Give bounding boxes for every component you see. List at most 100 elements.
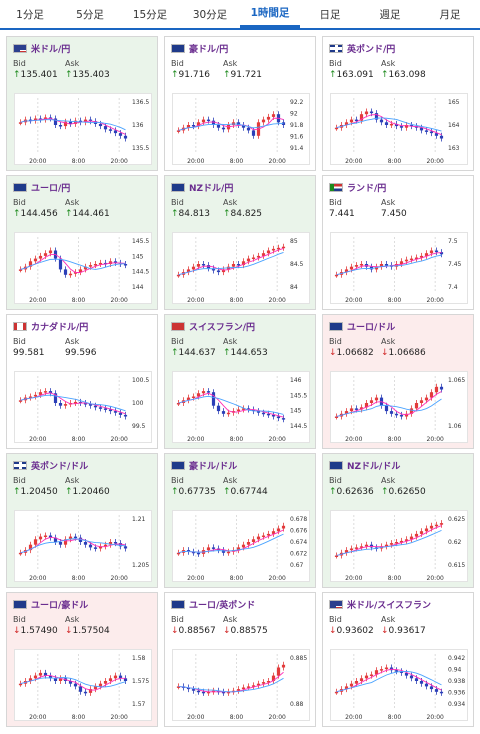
currency-card[interactable]: ユーロ/ドル Bid Ask ↓1.06682 ↓1.06686 20:00 8:… [322, 314, 474, 449]
currency-card[interactable]: ランド/円 Bid Ask 7.441 7.450 20:00 8:00 20:00… [322, 175, 474, 310]
tab-4[interactable]: 1時間足 [240, 0, 300, 28]
price-chart[interactable]: 20:00 8:00 20:00 0.678 0.676 0.674 0.672 0.67 [172, 510, 310, 582]
currency-card[interactable]: 豪ドル/ドル Bid Ask ↑0.67735 ↑0.67744 20:00 8:… [164, 453, 316, 588]
tab-0[interactable]: 1分足 [16, 9, 44, 21]
candle-body [379, 669, 384, 671]
candle-body [68, 681, 73, 684]
currency-card[interactable]: 英ポンド/円 Bid Ask ↑163.091 ↑163.098 20:00 8:… [322, 36, 474, 171]
x-tick-label: 20:00 [427, 575, 444, 582]
currency-card[interactable]: カナダドル/円 Bid Ask 99.581 99.596 20:00 8:00 2… [6, 314, 158, 449]
pair-name[interactable]: 豪ドル/ドル [189, 461, 238, 472]
card-header: ユーロ/円 [13, 180, 151, 194]
candle-body [191, 551, 196, 554]
pair-name[interactable]: 米ドル/スイスフラン [347, 600, 432, 611]
bid-label: Bid [329, 198, 342, 207]
y-tick-label: 0.672 [290, 551, 307, 558]
currency-card[interactable]: スイスフラン/円 Bid Ask ↑144.637 ↑144.653 20:00… [164, 314, 316, 449]
bid-number: 1.20450 [20, 487, 58, 497]
candle-body [201, 391, 206, 394]
tab-6[interactable]: 週足 [379, 9, 401, 21]
price-values: ↑91.716 ↑91.721 [171, 70, 309, 83]
price-chart[interactable]: 20:00 8:00 20:00 146 145.5 145 144.5 [172, 371, 310, 443]
ask-number: 0.67744 [230, 487, 268, 497]
ca-flag-icon [13, 321, 27, 331]
pair-name[interactable]: ユーロ/円 [31, 183, 71, 194]
pair-name[interactable]: ユーロ/英ポンド [189, 600, 256, 611]
currency-card[interactable]: NZドル/ドル Bid Ask ↑0.62636 ↑0.62650 20:00 8… [322, 453, 474, 588]
tab-7[interactable]: 月足 [439, 9, 461, 21]
candle-body [439, 135, 444, 139]
trend-arrow-icon: ↑ [381, 487, 389, 497]
pair-name[interactable]: 英ポンド/円 [347, 44, 396, 55]
pair-name[interactable]: NZドル/ドル [347, 461, 401, 472]
bid-number: 0.62636 [336, 487, 374, 497]
pair-name[interactable]: ユーロ/豪ドル [31, 600, 89, 611]
candle-body [33, 539, 38, 545]
candle-body [83, 403, 88, 405]
candle-body [98, 123, 103, 127]
candle-body [334, 555, 339, 557]
currency-card[interactable]: 英ポンド/ドル Bid Ask ↑1.20450 ↑1.20460 20:00 8… [6, 453, 158, 588]
y-tick-label: 0.88 [290, 701, 304, 708]
tab-1[interactable]: 5分足 [76, 9, 104, 21]
price-chart[interactable]: 20:00 8:00 20:00 1.065 1.06 [330, 371, 468, 443]
candle-body [28, 544, 33, 551]
price-chart[interactable]: 20:00 8:00 20:00 0.625 0.62 0.615 [330, 510, 468, 582]
price-chart[interactable]: 20:00 8:00 20:00 0.885 0.88 [172, 649, 310, 721]
price-chart[interactable]: 20:00 8:00 20:00 7.5 7.45 7.4 [330, 232, 468, 304]
pair-name[interactable]: ランド/円 [347, 183, 387, 194]
candle-body [68, 273, 73, 276]
x-tick-label: 20:00 [111, 436, 128, 443]
price-chart[interactable]: 20:00 8:00 20:00 145.5 145 144.5 144 [14, 232, 152, 304]
pair-name[interactable]: 米ドル/円 [31, 44, 71, 55]
candle-body [191, 689, 196, 691]
currency-card[interactable]: 米ドル/円 Bid Ask ↑135.401 ↑135.403 20:00 8:0… [6, 36, 158, 171]
price-chart[interactable]: 20:00 8:00 20:00 100.5 100 99.5 [14, 371, 152, 443]
uk-flag-icon [329, 43, 343, 53]
price-chart[interactable]: 20:00 8:00 20:00 1.58 1.575 1.57 [14, 649, 152, 721]
tab-2[interactable]: 15分足 [132, 9, 168, 21]
au-flag-icon [171, 460, 185, 470]
currency-card[interactable]: ユーロ/豪ドル Bid Ask ↓1.57490 ↓1.57504 20:00 8… [6, 592, 158, 727]
price-chart[interactable]: 20:00 8:00 20:00 1.21 1.205 [14, 510, 152, 582]
price-labels: Bid Ask [171, 337, 309, 347]
price-values: ↓1.57490 ↓1.57504 [13, 626, 151, 639]
candle-body [439, 252, 444, 255]
currency-card[interactable]: ユーロ/円 Bid Ask ↑144.456 ↑144.461 20:00 8:0… [6, 175, 158, 310]
bid-number: 135.401 [20, 70, 58, 80]
candle-body [176, 274, 181, 277]
y-tick-label: 0.934 [448, 701, 465, 708]
candle-body [424, 397, 429, 401]
y-tick-label: 164 [448, 122, 460, 129]
price-chart[interactable]: 20:00 8:00 20:00 136.5 136 135.5 [14, 93, 152, 165]
price-chart[interactable]: 20:00 8:00 20:00 0.942 0.94 0.938 0.936 0.934 [330, 649, 468, 721]
y-tick-label: 91.8 [290, 122, 304, 129]
candle-body [281, 664, 286, 668]
tab-3[interactable]: 30分足 [192, 9, 228, 21]
x-tick-label: 20:00 [345, 575, 362, 582]
pair-name[interactable]: ユーロ/ドル [347, 322, 396, 333]
candle-body [201, 119, 206, 123]
moving-average-line [336, 668, 442, 693]
candle-body [334, 416, 339, 418]
currency-card[interactable]: NZドル/円 Bid Ask ↑84.813 ↑84.825 20:00 8:00… [164, 175, 316, 310]
y-tick-label: 1.575 [132, 678, 149, 685]
currency-card[interactable]: ユーロ/英ポンド Bid Ask ↓0.88567 ↓0.88575 20:00… [164, 592, 316, 727]
y-tick-label: 1.57 [132, 701, 146, 708]
pair-name[interactable]: 豪ドル/円 [189, 44, 229, 55]
tab-5[interactable]: 日足 [319, 9, 341, 21]
price-chart[interactable]: 20:00 8:00 20:00 85 84.5 84 [172, 232, 310, 304]
pair-name[interactable]: カナダドル/円 [31, 322, 89, 333]
price-chart[interactable]: 20:00 8:00 20:00 165 164 163 [330, 93, 468, 165]
candle-body [384, 122, 389, 125]
candle-body [434, 386, 439, 393]
candle-body [266, 681, 271, 683]
pair-name[interactable]: NZドル/円 [189, 183, 234, 194]
price-chart[interactable]: 20:00 8:00 20:00 92.2 92 91.8 91.6 91.4 [172, 93, 310, 165]
ask-number: 0.88575 [230, 626, 268, 636]
pair-name[interactable]: スイスフラン/円 [189, 322, 256, 333]
y-tick-label: 7.45 [448, 261, 462, 268]
currency-card[interactable]: 米ドル/スイスフラン Bid Ask ↓0.93602 ↓0.93617 20:… [322, 592, 474, 727]
pair-name[interactable]: 英ポンド/ドル [31, 461, 89, 472]
currency-card[interactable]: 豪ドル/円 Bid Ask ↑91.716 ↑91.721 20:00 8:00 2… [164, 36, 316, 171]
